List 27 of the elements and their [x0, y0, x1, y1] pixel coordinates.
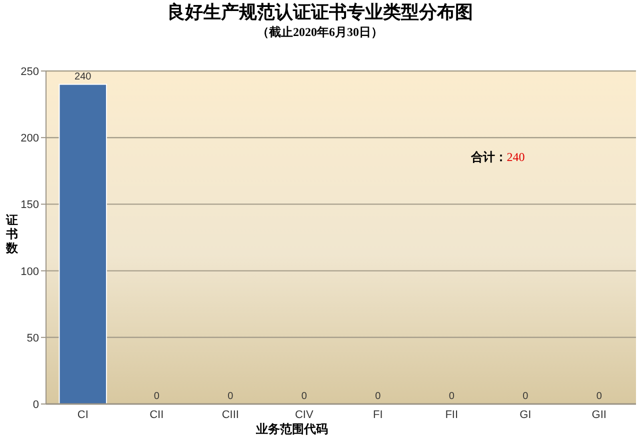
x-tick-label: CI — [77, 409, 88, 421]
y-tick-label: 150 — [20, 199, 39, 212]
data-label: 0 — [596, 391, 602, 402]
data-label: 0 — [154, 391, 160, 402]
chart-subtitle: （截止2020年6月30日） — [257, 25, 383, 39]
data-label: 0 — [228, 391, 234, 402]
y-tick-label: 200 — [20, 132, 39, 145]
x-tick-label: FI — [372, 409, 383, 421]
y-tick-label: 100 — [20, 266, 39, 278]
x-tick-label: GI — [520, 409, 532, 421]
data-label: 0 — [301, 391, 308, 402]
x-tick-label: GII — [592, 409, 606, 421]
data-label: 240 — [74, 71, 92, 82]
data-label: 0 — [448, 391, 455, 402]
y-tick-label: 250 — [20, 66, 39, 78]
chart-title: 良好生产规范认证证书专业类型分布图 — [167, 2, 473, 22]
x-tick-label: FII — [445, 409, 458, 421]
x-tick-label: CII — [150, 409, 164, 421]
y-axis-title: 证书数 — [5, 213, 19, 255]
x-tick-label: CIV — [294, 409, 314, 421]
y-tick-label: 0 — [32, 399, 39, 411]
data-label: 0 — [522, 391, 529, 402]
annotation: 合计：240 — [470, 150, 525, 164]
data-label: 0 — [375, 391, 382, 402]
x-tick-label: CIII — [222, 409, 239, 421]
x-axis-title: 业务范围代码 — [255, 422, 328, 436]
y-tick-label: 50 — [26, 332, 39, 344]
